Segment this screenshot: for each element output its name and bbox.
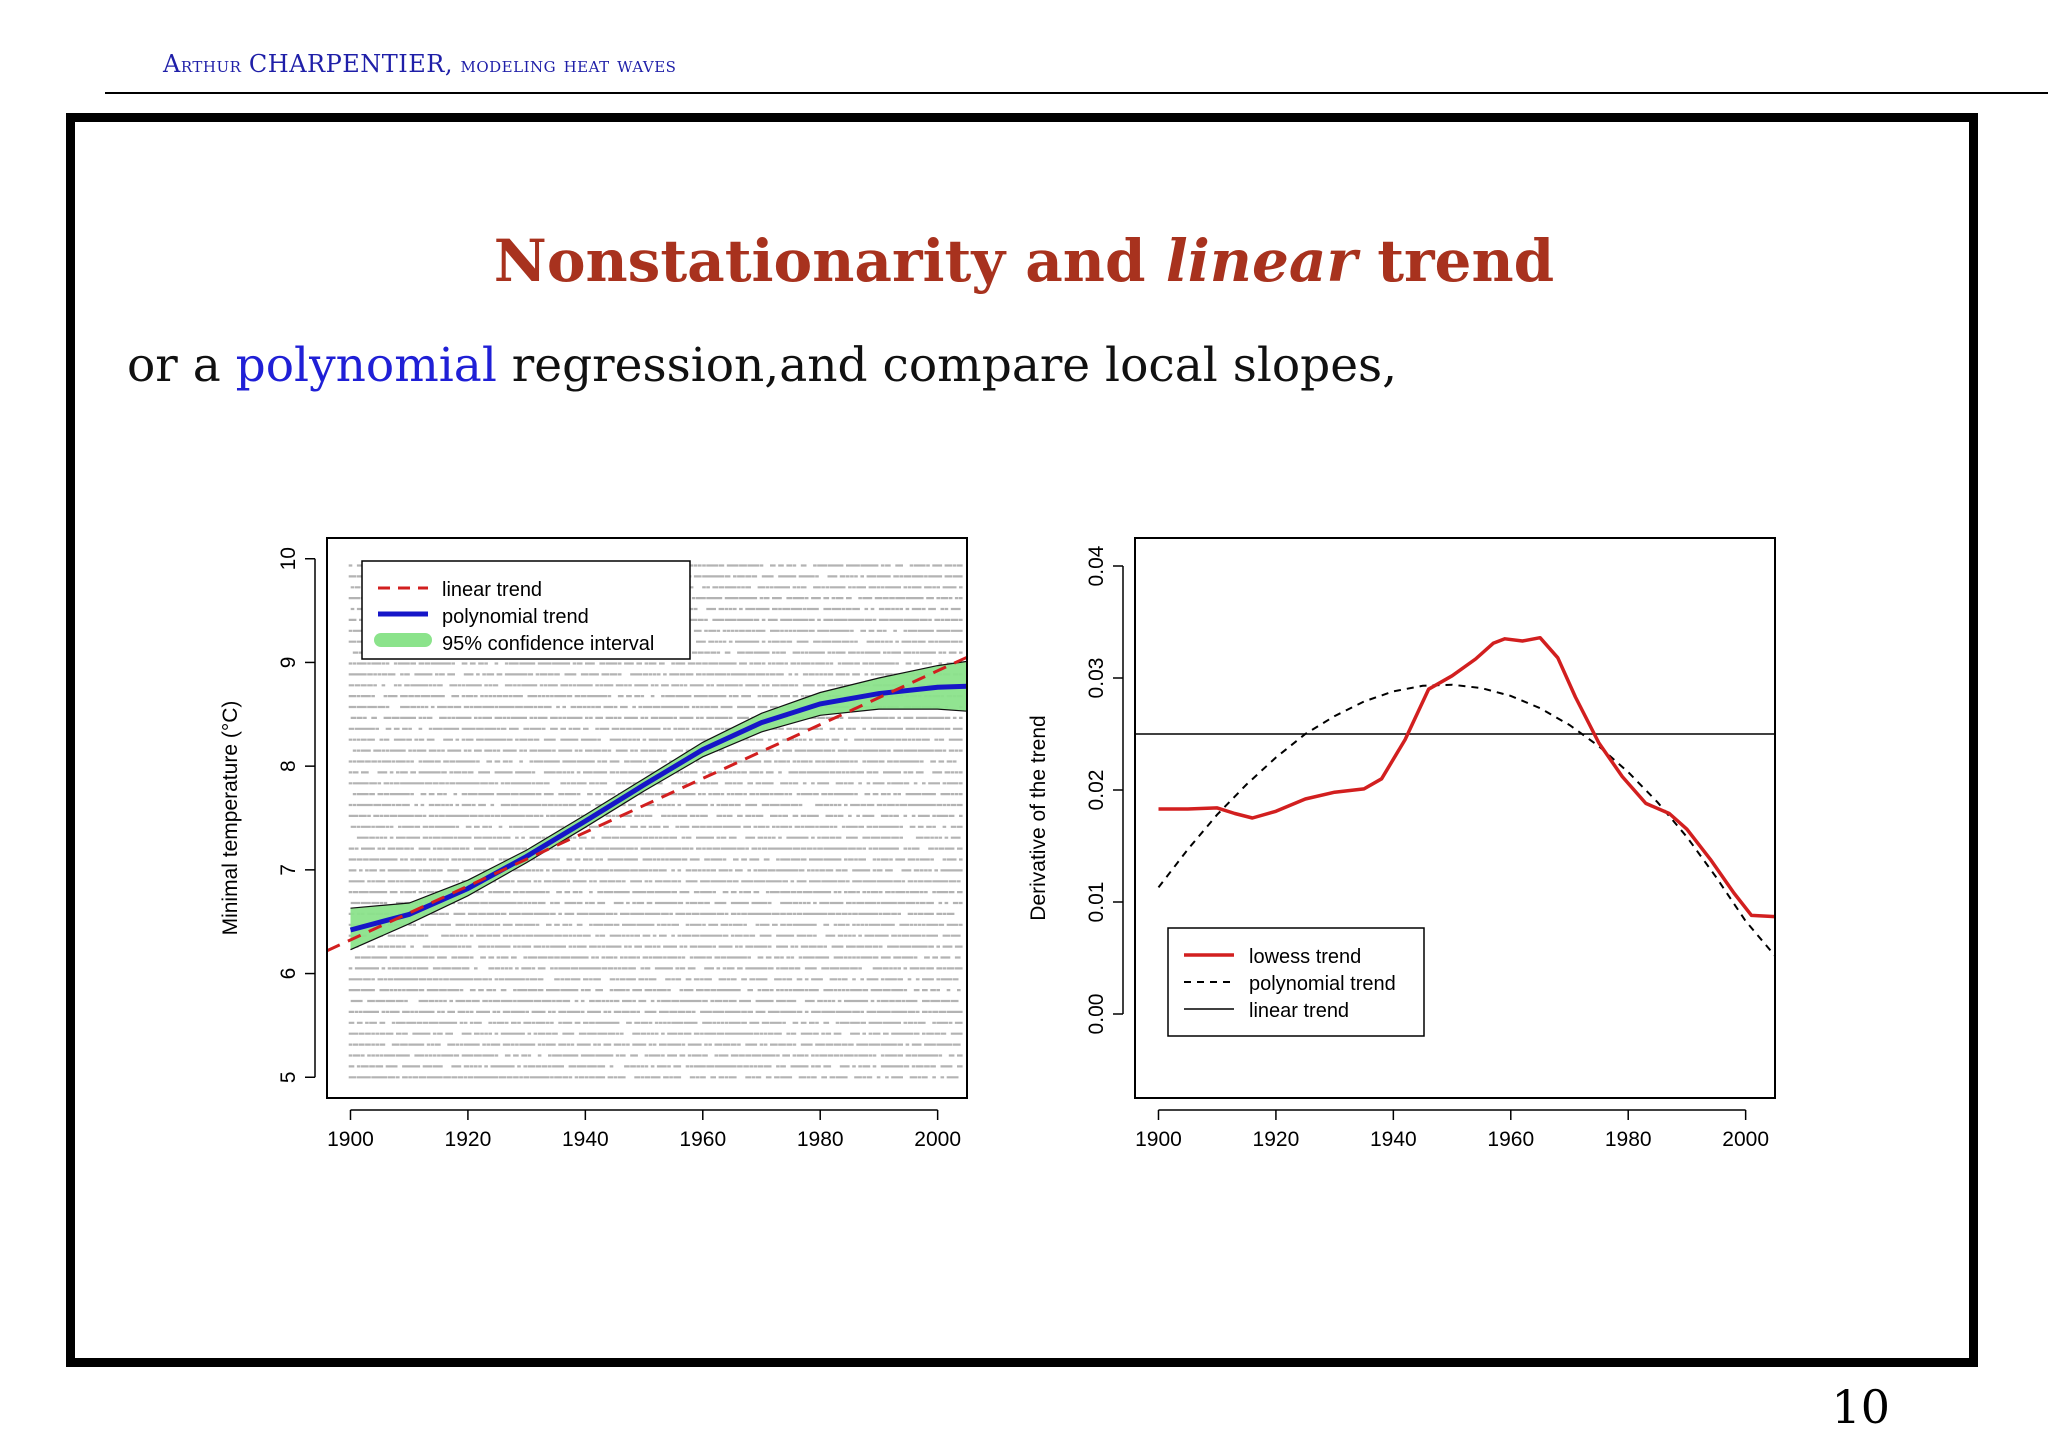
polynomial-trend-line	[349, 683, 968, 933]
c1-y-tick-label: 7	[277, 864, 300, 876]
title-part2: trend	[1357, 227, 1555, 295]
confidence-band-upper	[350, 660, 968, 909]
subtitle-part2: regression,and compare local slopes,	[496, 338, 1398, 393]
c2-x-tick-label: 1900	[1135, 1128, 1182, 1151]
linear-trend-line	[326, 655, 968, 953]
c2-plot-frame	[1134, 537, 1776, 1099]
c2-x-tick-label: 1940	[1370, 1128, 1417, 1151]
slide-subtitle: or a polynomial regression,and compare l…	[127, 338, 1397, 393]
derivative-lines	[1135, 635, 1776, 957]
header-initial: A	[163, 50, 181, 78]
c1-y-tick-label: 8	[277, 760, 300, 772]
subtitle-part1: or a	[127, 338, 236, 393]
c1-legend-label: 95% confidence interval	[442, 633, 654, 655]
slide-header: Arthur CHARPENTIER, modeling heat waves	[163, 50, 676, 78]
c2-y-tick-label: 0.03	[1085, 658, 1108, 699]
c2-y-tick-label: 0.02	[1085, 770, 1108, 811]
c1-x-tick-label: 1940	[562, 1128, 609, 1151]
header-rule	[105, 92, 2048, 94]
c2-y-tick-label: 0.01	[1085, 882, 1108, 923]
c1-plot-frame	[326, 537, 968, 1099]
confidence-band-lower	[350, 708, 968, 951]
c2-x-tick-label: 1980	[1605, 1128, 1652, 1151]
slide-frame	[66, 113, 1978, 1367]
c1-legend-label: linear trend	[442, 579, 542, 601]
trend-lines	[326, 655, 968, 953]
c2-legend-label: polynomial trend	[1249, 973, 1396, 995]
c1-x-tick-label: 1900	[327, 1128, 374, 1151]
page-number: 10	[1831, 1380, 1890, 1434]
slide-title: Nonstationarity and linear trend	[0, 227, 2048, 295]
c2-y-axis-label: Derivative of the trend	[1027, 715, 1050, 920]
c2-legend-label: lowess trend	[1249, 946, 1361, 968]
c2-legend-label: linear trend	[1249, 1000, 1349, 1022]
derivative-polynomial-trend-line	[1157, 683, 1776, 957]
temperature-axes: 1900 1920 1940 1960 1980 2000 5 6 7 8 9 10 Minimal t…	[219, 537, 968, 1151]
c1-y-tick-label: 9	[277, 657, 300, 669]
title-italic: linear	[1165, 227, 1358, 295]
c1-x-tick-label: 1980	[797, 1128, 844, 1151]
c1-y-tick-label: 10	[277, 547, 300, 570]
c1-x-tick-label: 1920	[445, 1128, 492, 1151]
header-subject: modeling heat waves	[460, 53, 677, 78]
c1-legend-label: polynomial trend	[442, 606, 589, 628]
header-first-rest: rthur	[180, 53, 242, 78]
c1-y-tick-label: 5	[277, 1071, 300, 1083]
c2-x-tick-label: 1920	[1253, 1128, 1300, 1151]
c1-y-tick-label: 6	[277, 968, 300, 980]
header-author-last: CHARPENTIER,	[248, 50, 453, 78]
c2-x-tick-label: 2000	[1722, 1128, 1769, 1151]
derivative-axes: 1900 1920 1940 1960 1980 2000 0.00 0.01 0.02 0.03…	[1027, 537, 1776, 1151]
c1-x-tick-label: 1960	[679, 1128, 726, 1151]
c2-y-tick-label: 0.00	[1085, 994, 1108, 1035]
derivative-legend: lowess trend polynomial trend linear trend	[1167, 927, 1425, 1037]
c2-x-tick-label: 1960	[1487, 1128, 1534, 1151]
subtitle-highlight: polynomial	[235, 338, 497, 393]
c2-y-tick-label: 0.04	[1085, 545, 1108, 586]
title-part1: Nonstationarity and	[493, 227, 1166, 295]
temperature-legend: linear trend polynomial trend 95% confiden…	[361, 560, 691, 660]
c1-x-tick-label: 2000	[914, 1128, 961, 1151]
derivative-lowess-trend-line	[1158, 635, 1776, 919]
c1-y-axis-label: Minimal temperature (°C)	[219, 701, 242, 936]
